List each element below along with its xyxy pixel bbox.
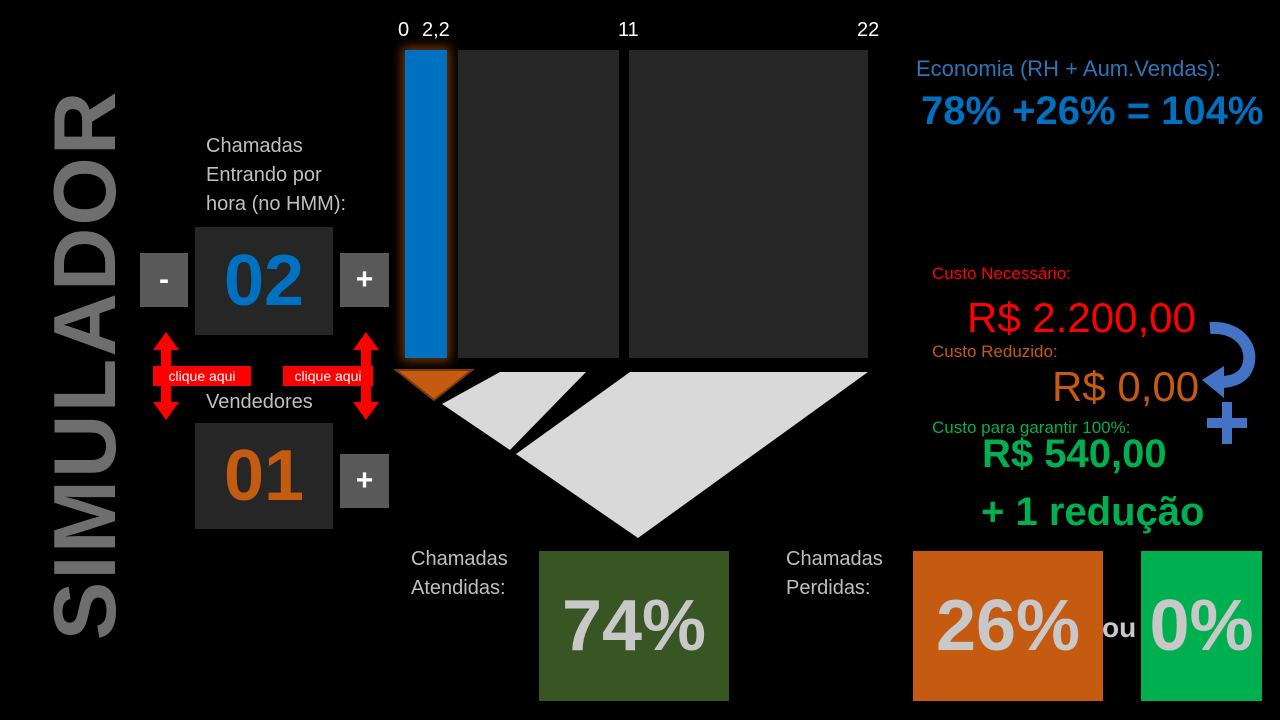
plus-horizontal xyxy=(1207,418,1247,428)
scale-tick-11: 11 xyxy=(618,19,639,41)
or-label: ou xyxy=(1102,612,1137,643)
capacity-panel-right xyxy=(629,50,868,358)
simulator-title: SIMULADOR xyxy=(20,90,150,641)
economy-value: 78% +26% = 104% xyxy=(921,89,1264,133)
calls-decrement-button[interactable]: - xyxy=(140,253,188,307)
calls-label: Chamadas Entrando por hora (no HMM): xyxy=(206,132,386,219)
calls-label-line2: Entrando por xyxy=(206,164,322,186)
scale-tick-2-2: 2,2 xyxy=(422,19,450,41)
lost-label: Chamadas Perdidas: xyxy=(786,545,883,603)
lost-label-line1: Chamadas xyxy=(786,548,883,570)
hint-calls-label: clique aqui xyxy=(168,368,236,384)
hint-calls-button[interactable]: clique aqui xyxy=(153,366,251,386)
answered-label: Chamadas Atendidas: xyxy=(411,545,508,603)
calls-label-line1: Chamadas xyxy=(206,135,303,157)
cost-needed-value: R$ 2.200,00 xyxy=(967,294,1196,341)
cost-guarantee-value: R$ 540,00 xyxy=(982,432,1167,476)
funnel-right-segment xyxy=(516,372,868,538)
lost-percent: 26% xyxy=(935,586,1081,666)
economy-label: Economia (RH + Aum.Vendas): xyxy=(916,56,1222,81)
calls-label-line3: hora (no HMM): xyxy=(206,193,347,215)
simulator-title-text: SIMULADOR xyxy=(35,89,134,641)
alt-percent: 0% xyxy=(1149,586,1254,666)
calls-value-display: 02 xyxy=(195,227,333,335)
calls-increment-button[interactable]: + xyxy=(340,253,389,307)
funnel-graphic xyxy=(393,369,868,538)
answered-label-line1: Chamadas xyxy=(411,548,508,570)
funnel-left-segment xyxy=(442,372,586,450)
minus-icon: - xyxy=(159,263,169,296)
lost-percent-box: 26% xyxy=(913,551,1103,701)
cost-needed-label: Custo Necessário: xyxy=(932,264,1071,283)
lost-label-line2: Perdidas: xyxy=(786,577,871,599)
hint-sellers-label: clique aqui xyxy=(294,368,362,384)
answered-percent: 74% xyxy=(561,586,707,666)
reduction-note: + 1 redução xyxy=(981,490,1205,534)
plus-icon: + xyxy=(355,464,374,497)
scale-tick-22: 22 xyxy=(857,19,880,41)
answered-label-line2: Atendidas: xyxy=(411,577,506,599)
answered-percent-box: 74% xyxy=(539,551,729,701)
sellers-value: 01 xyxy=(223,436,305,516)
alt-percent-box: 0% xyxy=(1141,551,1262,701)
cost-reduced-value: R$ 0,00 xyxy=(1052,363,1200,410)
hint-sellers-button[interactable]: clique aqui xyxy=(283,366,373,386)
calls-value: 02 xyxy=(223,241,305,321)
scale-tick-0: 0 xyxy=(398,19,410,41)
funnel-pointer-icon xyxy=(393,369,475,402)
cost-guarantee-label: Custo para garantir 100%: xyxy=(932,418,1131,437)
capacity-bar-fill xyxy=(405,50,447,358)
cost-reduced-label: Custo Reduzido: xyxy=(932,342,1058,361)
capacity-bar-track xyxy=(405,50,447,358)
capacity-panel-left xyxy=(458,50,619,358)
curved-arrow-icon xyxy=(1202,321,1256,444)
plus-icon: + xyxy=(355,263,374,296)
sellers-label: Vendedores xyxy=(206,391,313,413)
sellers-increment-button[interactable]: + xyxy=(340,454,389,508)
sellers-value-display: 01 xyxy=(195,423,333,529)
